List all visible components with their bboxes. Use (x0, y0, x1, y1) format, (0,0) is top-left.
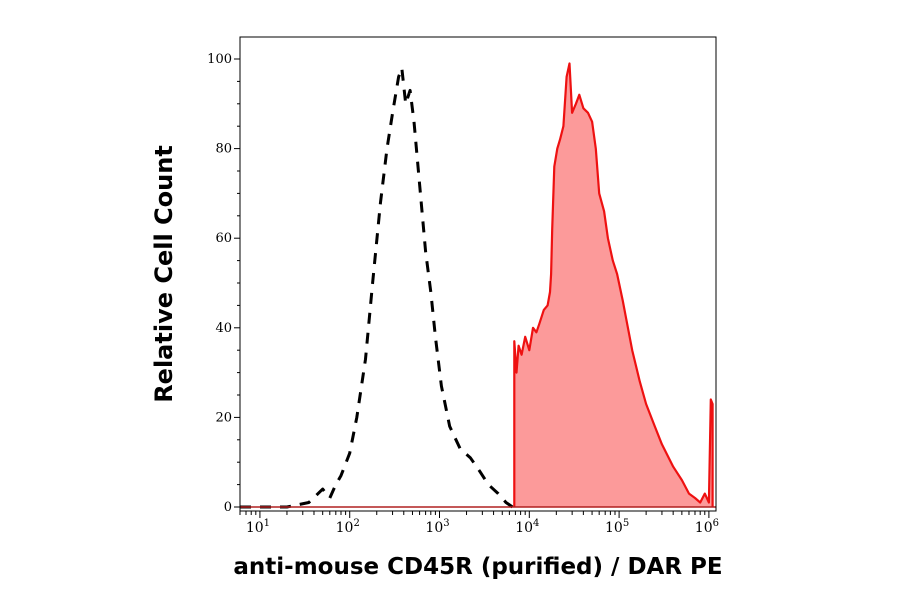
y-tick-label: 100 (207, 52, 232, 67)
series-1-control-histogram (240, 66, 514, 509)
series-2-stained-histogram (513, 62, 714, 507)
x-axis-title: anti-mouse CD45R (purified) / DAR PE (233, 554, 722, 580)
x-tick-label: 103 (425, 518, 449, 536)
x-tick-label: 101 (246, 518, 270, 536)
x-tick-label: 105 (605, 518, 629, 536)
x-tick-label: 102 (336, 518, 360, 536)
series-layer (240, 62, 716, 509)
y-tick-label: 40 (215, 321, 232, 336)
x-tick-label: 104 (515, 518, 539, 536)
plot-area (239, 36, 717, 512)
y-tick-label: 60 (215, 231, 232, 246)
x-axis: 101 102 103 104 105 106 (239, 511, 719, 536)
plot-frame (239, 36, 717, 512)
y-axis: 0 20 40 60 80 100 (207, 52, 240, 515)
x-tick-label: 106 (695, 518, 719, 536)
y-tick-label: 80 (215, 142, 232, 157)
y-axis-title: Relative Cell Count (150, 145, 178, 403)
y-tick-label: 0 (224, 500, 232, 515)
y-tick-label: 20 (215, 410, 232, 425)
